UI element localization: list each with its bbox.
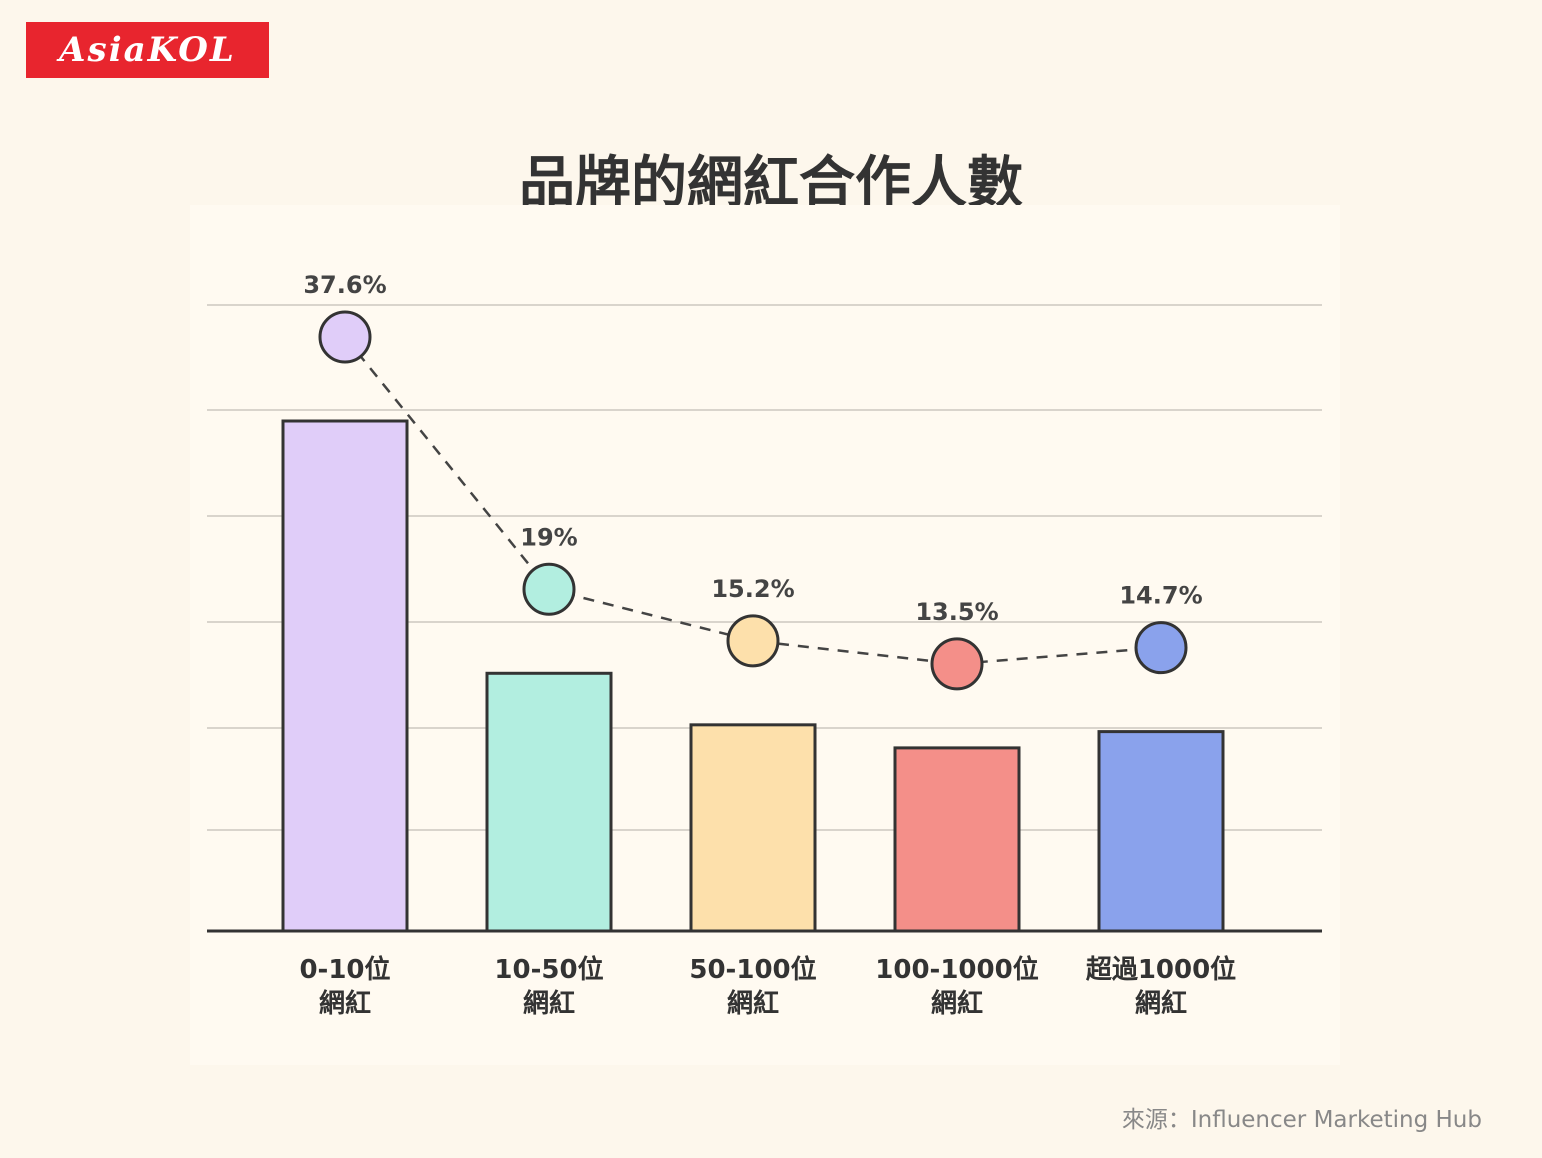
tick-label: 網紅	[727, 988, 779, 1019]
trend-line	[344, 336, 1162, 666]
point-marker	[726, 614, 780, 668]
bar	[281, 419, 409, 933]
tick-label: 50-100位	[689, 954, 816, 985]
logo-text: AsiaKOL	[59, 30, 236, 70]
value-label: 15.2%	[711, 575, 794, 603]
source-note: 來源：Influencer Marketing Hub	[1121, 1107, 1482, 1133]
tick-label: 0-10位	[299, 954, 390, 985]
tick-label: 10-50位	[494, 954, 603, 985]
point-marker	[522, 562, 576, 616]
tick-label: 網紅	[1135, 988, 1187, 1019]
point-marker	[318, 310, 372, 364]
tick-label: 超過1000位	[1086, 954, 1236, 985]
value-label: 19%	[520, 523, 577, 551]
value-label: 14.7%	[1119, 582, 1202, 610]
value-label: 37.6%	[303, 271, 386, 299]
tick-label: 網紅	[319, 988, 371, 1019]
point-marker	[1134, 621, 1188, 675]
asiakol-logo: AsiaKOL	[26, 22, 269, 78]
bar	[485, 671, 613, 933]
bar	[1097, 730, 1225, 933]
tick-label: 網紅	[931, 988, 983, 1019]
tick-label: 網紅	[523, 988, 575, 1019]
bar	[689, 723, 817, 933]
value-label: 13.5%	[915, 598, 998, 626]
tick-label: 100-1000位	[875, 954, 1038, 985]
point-marker	[930, 637, 984, 691]
bar	[893, 746, 1021, 933]
